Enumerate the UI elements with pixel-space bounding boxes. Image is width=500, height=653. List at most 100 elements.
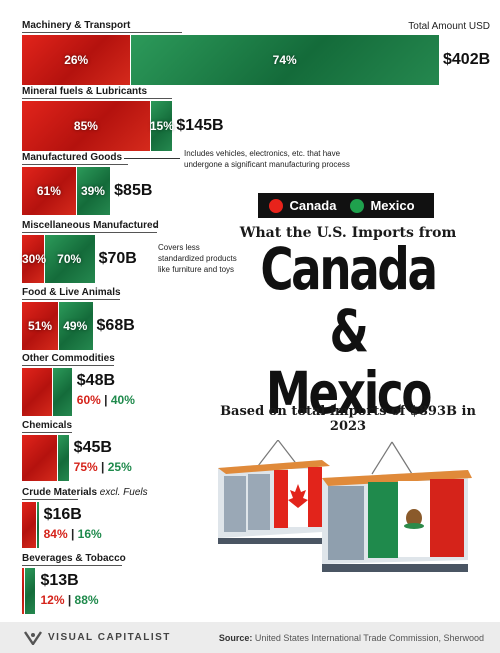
category-qualifier: excl. Fuels xyxy=(97,487,148,498)
percent-separator: | xyxy=(67,527,78,541)
mexico-legend-label: Mexico xyxy=(370,198,415,213)
mexico-percent-label: 39% xyxy=(80,184,105,198)
visual-capitalist-logo-icon xyxy=(24,630,42,645)
canada-container xyxy=(218,460,330,544)
shipping-containers-illustration xyxy=(218,440,472,572)
category-underline xyxy=(22,32,182,33)
mexico-bar-segment xyxy=(150,101,173,151)
mexico-bar-segment xyxy=(58,435,69,481)
category-label: Chemicals xyxy=(22,420,72,432)
category-label: Food & Live Animals xyxy=(22,287,121,299)
category-underline xyxy=(22,565,122,566)
annotation-line: Includes vehicles, electronics, etc. tha… xyxy=(184,149,341,158)
mexico-bar-segment xyxy=(52,368,72,416)
canada-legend-dot xyxy=(269,198,284,213)
mexico-bar-segment xyxy=(58,302,93,350)
category-label: Mineral fuels & Lubricants xyxy=(22,86,147,98)
percent-split-label: 60% | 40% xyxy=(77,393,135,407)
category-label: Other Commodities xyxy=(22,353,115,365)
canada-bar-segment xyxy=(22,167,76,215)
category-name: Miscellaneous Manufactured xyxy=(22,220,159,231)
canada-percent-label: 75% xyxy=(73,460,98,474)
category-underline xyxy=(22,299,120,300)
chart-caption: Based on total imports of $893B in 2023 xyxy=(220,404,476,434)
mexico-bar-segment xyxy=(76,167,111,215)
annotation-pointer xyxy=(154,226,158,227)
total-value-label: $402B xyxy=(443,51,491,68)
total-value-label: $45B xyxy=(73,439,112,456)
canada-bar-segment xyxy=(22,35,131,85)
mexico-percent-label: 70% xyxy=(57,252,82,266)
category-label: Manufactured Goods xyxy=(22,152,122,164)
chart-subtitle: What the U.S. Imports from xyxy=(239,225,457,241)
category-underline xyxy=(22,98,172,99)
category-name: Crude Materials xyxy=(22,487,98,498)
chart-title-line: & Mexico xyxy=(265,297,433,427)
category-name: Machinery & Transport xyxy=(22,20,131,31)
category-name: Food & Live Animals xyxy=(22,287,121,298)
mexico-percent-label: 40% xyxy=(110,393,135,407)
annotation-line: like furniture and toys xyxy=(158,265,235,274)
mexico-bar-segment xyxy=(36,502,39,548)
mexico-percent-label: 16% xyxy=(77,527,102,541)
brand-name: VISUAL CAPITALIST xyxy=(48,632,171,643)
chart-title-line: Canada xyxy=(260,235,438,303)
canada-percent-label: 61% xyxy=(36,184,61,198)
canada-bar-segment xyxy=(22,235,44,283)
total-value-label: $85B xyxy=(114,182,153,199)
category-underline xyxy=(22,499,78,500)
category-underline xyxy=(22,365,114,366)
total-value-label: $68B xyxy=(96,317,135,334)
canada-bar-segment xyxy=(22,435,57,481)
percent-split-label: 12% | 88% xyxy=(40,593,98,607)
canada-bar-segment xyxy=(22,568,24,614)
canada-percent-label: 12% xyxy=(40,593,65,607)
total-value-label: $16B xyxy=(43,506,82,523)
category-label: Beverages & Tobacco xyxy=(22,553,126,565)
mexico-percent-label: 49% xyxy=(63,319,88,333)
mexico-bar-segment xyxy=(131,35,439,85)
mexico-percent-label: 25% xyxy=(107,460,132,474)
category-name: Chemicals xyxy=(22,420,73,431)
mexico-bar-segment xyxy=(24,568,36,614)
category-label: Miscellaneous Manufactured xyxy=(22,220,159,232)
canada-bar-segment xyxy=(22,302,58,350)
source-text: United States International Trade Commis… xyxy=(254,632,484,643)
annotation-line: standardized products xyxy=(158,254,237,263)
canada-percent-label: 30% xyxy=(22,252,47,266)
canada-bar-segment xyxy=(22,502,36,548)
percent-split-label: 84% | 16% xyxy=(44,527,102,541)
annotation-line: undergone a significant manufacturing pr… xyxy=(184,160,350,169)
total-value-label: $145B xyxy=(176,117,224,134)
source-label: Source: xyxy=(218,632,253,643)
category-label: Crude Materials excl. Fuels xyxy=(22,487,148,499)
category-underline xyxy=(22,164,128,165)
total-value-label: $70B xyxy=(98,250,137,267)
canada-percent-label: 84% xyxy=(43,527,68,541)
category-label: Machinery & Transport xyxy=(22,20,130,32)
category-underline xyxy=(22,432,72,433)
mexico-bar-segment xyxy=(44,235,95,283)
canada-percent-label: 51% xyxy=(27,319,52,333)
percent-split-label: 75% | 25% xyxy=(74,460,132,474)
canada-percent-label: 85% xyxy=(73,119,98,133)
annotation-line: Covers less xyxy=(158,243,200,252)
footer: VISUAL CAPITALIST Source: United States … xyxy=(0,622,500,653)
category-name: Manufactured Goods xyxy=(22,152,123,163)
mexico-percent-label: 74% xyxy=(272,53,297,67)
category-name: Other Commodities xyxy=(22,353,115,364)
canada-percent-label: 26% xyxy=(64,53,89,67)
mexico-percent-label: 15% xyxy=(149,119,174,133)
mexico-container xyxy=(322,470,472,572)
category-name: Mineral fuels & Lubricants xyxy=(22,86,148,97)
total-value-label: $13B xyxy=(40,572,79,589)
annotation-note: Includes vehicles, electronics, etc. tha… xyxy=(184,148,350,170)
canada-percent-label: 60% xyxy=(76,393,101,407)
canada-legend-label: Canada xyxy=(289,198,337,213)
source-note: Source: United States International Trad… xyxy=(219,633,484,643)
percent-separator: | xyxy=(64,593,75,607)
category-name: Beverages & Tobacco xyxy=(22,553,126,564)
canada-bar-segment xyxy=(22,101,150,151)
percent-separator: | xyxy=(100,393,111,407)
